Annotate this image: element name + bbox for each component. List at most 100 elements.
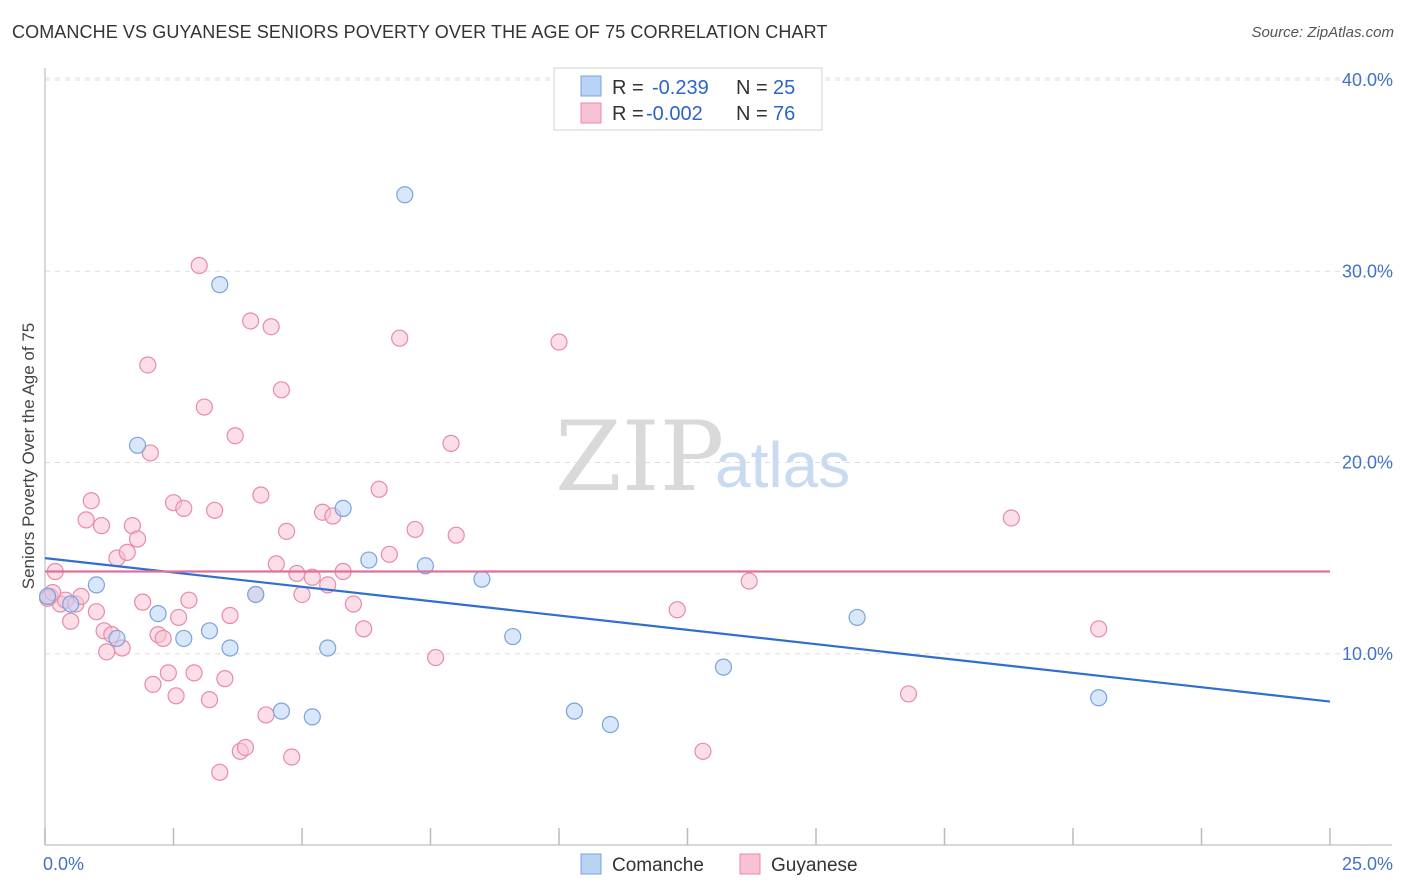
guyanese-point <box>226 427 244 445</box>
guyanese-point <box>370 480 388 498</box>
gridlines <box>45 77 1392 655</box>
guyanese-point <box>355 620 373 638</box>
guyanese-point <box>185 664 203 682</box>
guyanese-point <box>216 670 234 688</box>
comanche-point <box>38 587 57 605</box>
chart-source: Source: ZipAtlas.com <box>1251 24 1394 41</box>
guyanese-point <box>252 486 270 504</box>
legend-r-label-0: R = <box>612 77 644 99</box>
comanche-trend-line <box>44 557 1331 703</box>
y-tick-label: 40.0% <box>1342 70 1393 90</box>
guyanese-point <box>427 648 445 667</box>
y-tick-label: 30.0% <box>1342 261 1393 281</box>
comanche-point <box>128 436 147 454</box>
guyanese-point <box>167 687 185 705</box>
y-tick-labels: 10.0% 20.0% 30.0% 40.0% <box>1342 70 1393 664</box>
comanche-point <box>211 276 229 294</box>
y-axis-title: Seniors Poverty Over the Age of 75 <box>19 323 38 589</box>
comanche-point <box>272 702 291 720</box>
guyanese-point <box>206 501 224 519</box>
guyanese-point <box>170 608 188 627</box>
guyanese-point <box>77 511 95 529</box>
guyanese-point <box>180 591 198 609</box>
watermark: ZIP atlas <box>555 401 850 513</box>
guyanese-point <box>175 499 193 517</box>
guyanese-point <box>447 526 465 544</box>
data-points <box>38 186 1108 781</box>
guyanese-point <box>1002 509 1020 527</box>
comanche-point <box>200 622 219 640</box>
guyanese-point <box>242 312 260 330</box>
guyanese-point <box>694 742 712 760</box>
guyanese-point <box>550 333 568 351</box>
x-tick-label: 0.0% <box>43 854 84 874</box>
guyanese-point <box>1090 620 1108 638</box>
comanche-point <box>149 604 167 623</box>
bottom-legend-label-comanche: Comanche <box>612 855 704 876</box>
y-tick-label: 10.0% <box>1342 644 1393 664</box>
correlation-legend: R = -0.239 N = 25 R = -0.002 N = 76 <box>553 67 823 131</box>
guyanese-point <box>211 763 229 781</box>
guyanese-point <box>283 748 301 766</box>
comanche-point <box>504 627 522 646</box>
comanche-point <box>714 658 733 676</box>
comanche-point <box>1090 689 1108 707</box>
comanche-point <box>221 639 239 657</box>
guyanese-point <box>442 434 460 452</box>
comanche-point <box>62 595 80 613</box>
guyanese-point <box>277 522 296 540</box>
guyanese-point <box>154 629 172 648</box>
bottom-legend-swatch-guyanese <box>739 853 761 875</box>
comanche-point <box>601 715 620 734</box>
x-tick-label: 25.0% <box>1342 854 1393 874</box>
guyanese-point <box>98 643 116 661</box>
y-tick-label: 20.0% <box>1342 453 1393 473</box>
axes <box>44 68 1392 846</box>
trend-lines <box>44 557 1331 703</box>
legend-n-value-0: 25 <box>773 77 795 99</box>
guyanese-point <box>128 530 147 548</box>
comanche-point <box>247 585 265 604</box>
guyanese-point <box>221 606 239 625</box>
guyanese-point <box>303 568 321 586</box>
bottom-legend-swatch-comanche <box>580 853 602 875</box>
watermark-zip: ZIP <box>555 401 724 513</box>
legend-n-label-0: N = <box>736 77 768 99</box>
comanche-point <box>319 639 337 657</box>
guyanese-point <box>288 564 306 583</box>
x-tick-labels: 0.0% 25.0% <box>43 854 1393 874</box>
bottom-legend-label-guyanese: Guyanese <box>771 855 858 876</box>
comanche-point <box>416 557 434 575</box>
comanche-point <box>565 702 584 720</box>
guyanese-point <box>190 256 208 275</box>
guyanese-point <box>262 318 280 336</box>
guyanese-point <box>740 572 758 590</box>
series-legend: Comanche Guyanese <box>580 853 858 876</box>
guyanese-point <box>195 398 213 416</box>
legend-swatch-guyanese <box>580 102 602 124</box>
guyanese-point <box>82 492 100 510</box>
legend-r-value-1: -0.002 <box>646 103 703 125</box>
guyanese-point <box>159 664 177 682</box>
legend-n-value-1: 76 <box>773 103 795 125</box>
legend-n-label-1: N = <box>736 103 768 125</box>
watermark-atlas: atlas <box>715 429 850 501</box>
guyanese-point <box>406 520 424 539</box>
legend-r-value-0: -0.239 <box>652 77 709 99</box>
guyanese-point <box>87 603 106 621</box>
guyanese-point <box>899 685 918 703</box>
guyanese-point <box>380 545 398 563</box>
comanche-point <box>473 570 491 588</box>
guyanese-point <box>293 585 311 604</box>
comanche-point <box>848 608 866 627</box>
guyanese-point <box>267 555 285 573</box>
guyanese-point <box>236 738 255 757</box>
legend-swatch-comanche <box>580 75 602 97</box>
guyanese-point <box>344 595 362 613</box>
guyanese-point <box>391 329 409 347</box>
guyanese-point <box>668 601 686 619</box>
comanche-point <box>108 629 126 648</box>
comanche-point <box>396 186 414 204</box>
guyanese-point <box>92 517 111 535</box>
